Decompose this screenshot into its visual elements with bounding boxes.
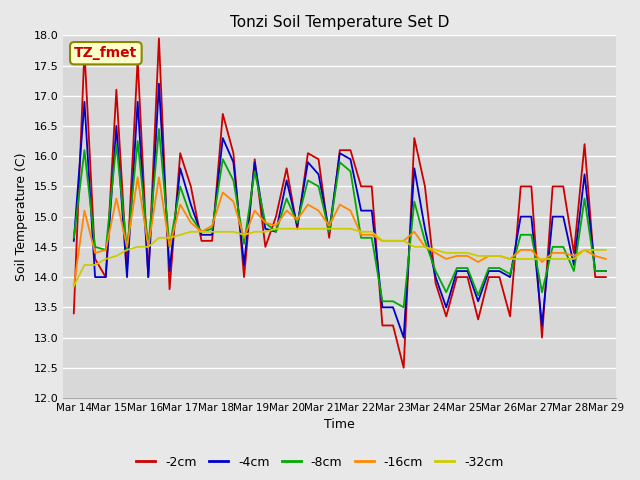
X-axis label: Time: Time [324,419,355,432]
-8cm [602,268,610,274]
Title: Tonzi Soil Temperature Set D: Tonzi Soil Temperature Set D [230,15,449,30]
-16cm [70,283,77,289]
-2cm [70,311,77,316]
-16cm [463,253,471,259]
-4cm [198,232,205,238]
-32cm [602,247,610,253]
-32cm [70,283,77,289]
-4cm [602,268,610,274]
-4cm [442,304,450,310]
-4cm [70,238,77,244]
Y-axis label: Soil Temperature (C): Soil Temperature (C) [15,153,28,281]
-32cm [432,247,440,253]
-32cm [230,229,237,235]
Text: TZ_fmet: TZ_fmet [74,46,138,60]
-8cm [400,304,408,310]
Line: -4cm: -4cm [74,84,606,337]
-16cm [240,235,248,240]
-2cm [155,36,163,41]
-32cm [591,247,599,253]
-4cm [400,335,408,340]
-16cm [432,250,440,256]
-16cm [602,256,610,262]
-8cm [155,126,163,132]
-2cm [602,274,610,280]
-2cm [251,156,259,162]
-32cm [463,250,471,256]
-2cm [198,238,205,244]
-2cm [474,316,482,322]
-16cm [134,175,141,180]
-4cm [591,268,599,274]
-8cm [198,229,205,235]
-2cm [591,274,599,280]
-8cm [240,241,248,247]
-4cm [240,262,248,268]
-8cm [442,289,450,295]
Line: -32cm: -32cm [74,229,606,286]
Line: -2cm: -2cm [74,38,606,368]
-8cm [251,168,259,174]
-16cm [251,208,259,214]
-8cm [474,292,482,298]
Legend: -2cm, -4cm, -8cm, -16cm, -32cm: -2cm, -4cm, -8cm, -16cm, -32cm [131,451,509,474]
-16cm [591,253,599,259]
-2cm [240,274,248,280]
-4cm [474,299,482,304]
-32cm [272,226,280,232]
-32cm [187,229,195,235]
-2cm [400,365,408,371]
Line: -16cm: -16cm [74,178,606,286]
-8cm [70,235,77,240]
-4cm [155,81,163,86]
Line: -8cm: -8cm [74,129,606,307]
-4cm [251,159,259,165]
-2cm [442,313,450,319]
-16cm [198,229,205,235]
-32cm [240,232,248,238]
-8cm [591,268,599,274]
